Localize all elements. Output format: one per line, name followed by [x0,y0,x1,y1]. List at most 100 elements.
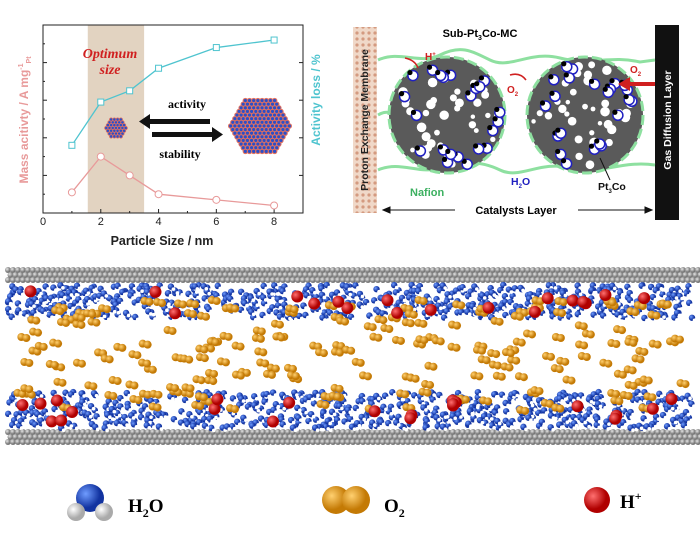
proton [599,289,612,302]
data-point [212,195,221,204]
pt3co-nanoparticle [594,138,600,144]
pore [564,111,570,117]
pore [434,129,440,136]
pore [582,103,588,110]
pt3co-nanoparticle [549,90,555,96]
gas-diffusion-layer [655,25,679,220]
pore [473,98,482,107]
proton [566,294,579,307]
activity-label: activity [168,97,206,111]
proton [169,307,182,320]
catalyst-layer-schematic: Proton Exchange Membrane Gas Diffusion L… [353,25,679,220]
proton [447,398,460,411]
pore [558,104,567,114]
proton [571,400,584,413]
proton [45,415,58,428]
pt3co-nanoparticle [602,86,608,92]
pt3co-nanoparticle [561,61,567,67]
pore [589,130,595,136]
gdl-label: Gas Diffusion Layer [662,70,674,169]
proton [34,397,47,410]
pt3co-nanoparticle [539,100,546,106]
large-nanoparticle-icon [227,97,293,155]
pt3co-nanoparticle [555,127,561,133]
membrane-label: Proton Exchange Membrane [359,49,371,191]
data-point [96,152,105,161]
pore [536,110,543,117]
data-point [97,98,105,106]
series-line [71,39,275,146]
data-point [67,188,76,197]
band-label-line1: Optimum [83,47,138,62]
water-molecule-icon [67,484,113,521]
pore [565,99,571,105]
x-axis-label: Particle Size / nm [111,234,214,248]
pore [575,152,583,161]
proton [368,405,381,418]
pt3co-nanoparticle [407,69,413,76]
pore [605,138,613,147]
proton [665,393,678,406]
pore [454,88,461,95]
pore [607,124,617,135]
proton [341,302,354,315]
proton [149,285,162,298]
stability-arrow-right [152,127,223,142]
chart: Optimum size 0 2 4 6 8 Particle Size / nm Ma… [17,24,323,248]
proton [211,393,224,406]
pt3co-nanoparticle [441,156,448,162]
proton [66,406,79,419]
proton [381,294,394,307]
pore [410,147,415,153]
pt3co-nanoparticle [410,109,417,115]
pore [485,112,491,119]
data-point [125,171,134,180]
proton [404,412,417,425]
band-label-line2: size [99,63,121,78]
pt3co-nanoparticle [398,91,405,97]
y-axis-left-label: Mass acitivty / A mg-1Pt [17,56,33,184]
proton [638,292,651,305]
pore [426,139,436,148]
proton [208,402,221,415]
legend-proton-label: H+ [620,489,642,513]
data-point [270,201,279,210]
pt3co-nanoparticle [445,148,451,154]
pore [588,61,596,69]
pore [481,90,490,99]
pt3co-nanoparticle [609,78,615,84]
pore [544,112,553,120]
water-label: H2O [511,176,530,190]
data-point [154,190,163,199]
pt3co-nanoparticle [555,148,561,155]
schematic-title: Sub-Pt3Co-MC [443,28,518,42]
data-point [212,44,220,52]
proton [283,396,296,409]
pt3co-nanoparticle [478,75,485,81]
pt3co-nanoparticle [473,143,479,149]
proton [51,394,64,407]
proton [646,402,659,415]
proton [291,290,304,303]
series-line [71,155,275,207]
axis-ticks: 0 2 4 6 8 [40,43,304,228]
o2-label-left: O2 [507,85,519,98]
pt3co-nanoparticle [435,69,441,76]
pt3co-nanoparticle [623,94,629,100]
proton [541,292,554,305]
md-simulation-snapshot [4,267,700,445]
proton [482,301,495,314]
pore [574,135,583,144]
legend-water-label: H2O [128,496,164,520]
oxygen-molecule-icon [322,486,370,514]
pore [421,132,431,142]
proton [424,303,437,316]
o2-label-right: O2 [630,65,642,78]
data-point [68,141,76,149]
pore [416,122,427,133]
pt3co-nanoparticle [492,116,498,122]
proton [266,415,279,428]
o2-arrow-small [509,73,527,81]
o2-arrow-large [618,77,655,91]
